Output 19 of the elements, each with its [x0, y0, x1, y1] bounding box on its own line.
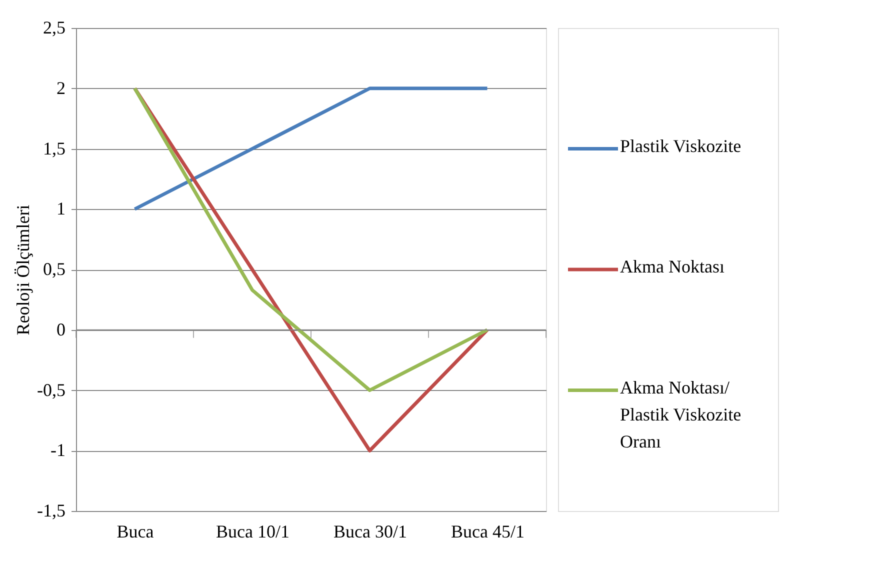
y-tick-label: -1,5 — [37, 500, 66, 520]
line-series — [133, 86, 489, 452]
legend-label: Akma Noktası/ Plastik Viskozite Oranı — [620, 377, 742, 452]
legend-label: Plastik Viskozite — [620, 136, 742, 156]
y-tick-label: -0,5 — [37, 380, 66, 400]
x-tick-label: Buca 10/1 — [216, 522, 290, 542]
y-tick-label: 0 — [56, 319, 66, 340]
y-tick-label: 1 — [56, 198, 66, 219]
y-tick-label: -1 — [50, 440, 66, 460]
x-tick-label: Buca — [116, 522, 154, 542]
x-tick-label: Buca 30/1 — [334, 522, 407, 542]
y-tick-label: 0,5 — [43, 259, 66, 279]
legend-label: Akma Noktası — [620, 256, 724, 276]
y-tick-label: 1,5 — [43, 138, 66, 158]
y-tick-label: 2 — [56, 78, 66, 98]
y-tick-label: 2,5 — [43, 18, 66, 38]
y-axis-title: Reoloji Ölçümleri — [13, 204, 34, 336]
x-tick-label: Buca 45/1 — [451, 522, 524, 542]
line-series — [133, 86, 489, 392]
